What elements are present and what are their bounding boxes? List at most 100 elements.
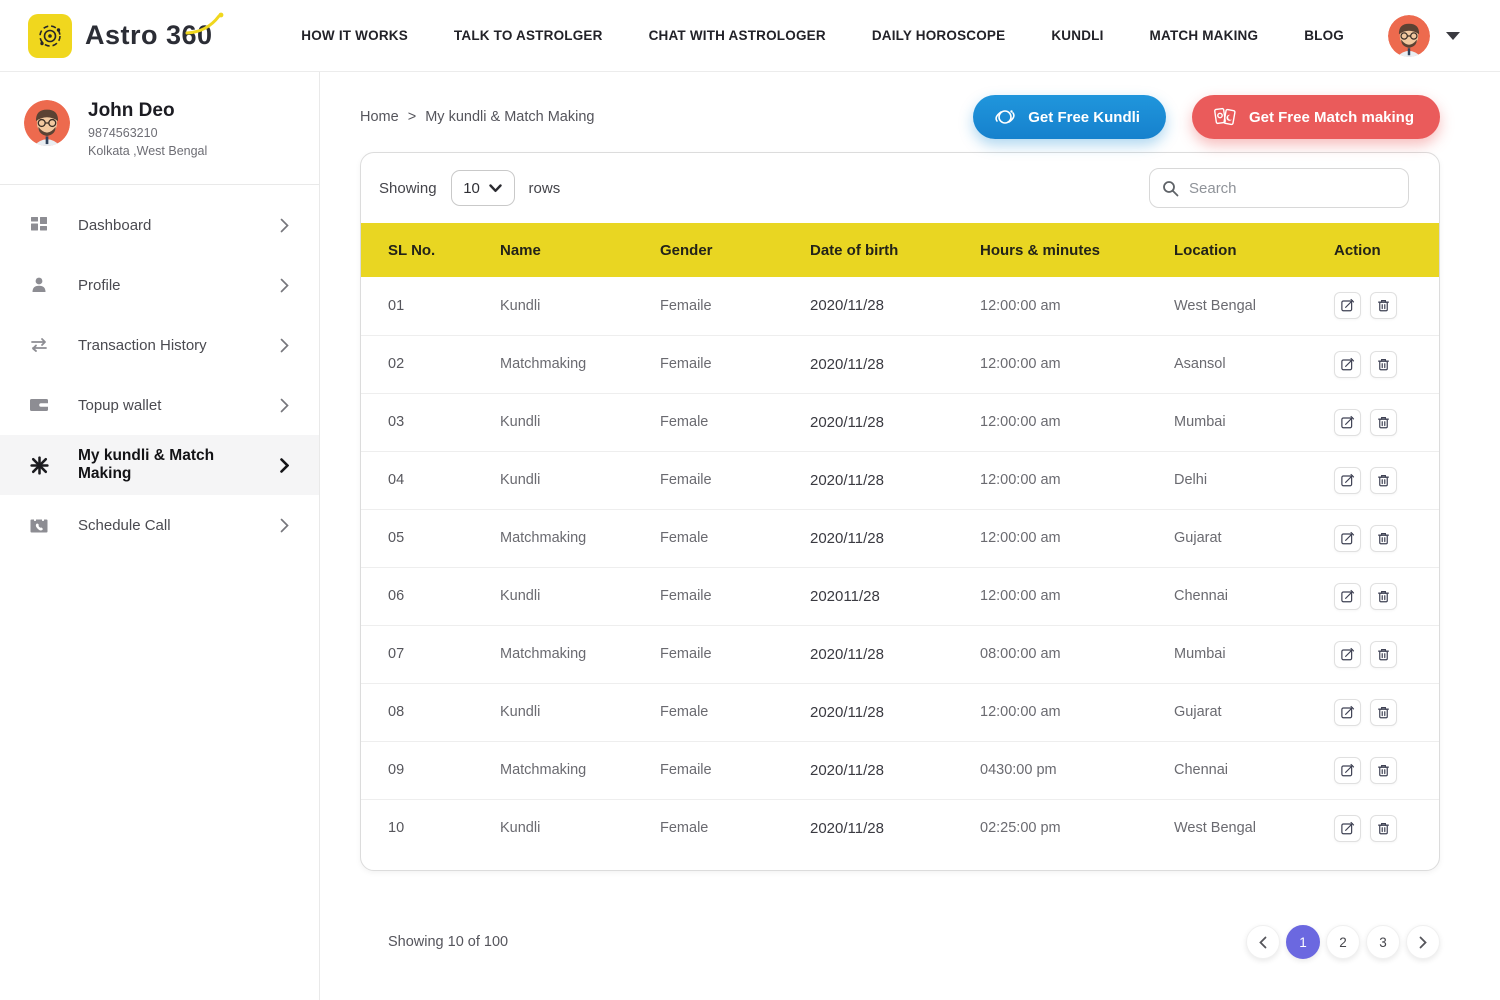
table-row: 09 Matchmaking Femaile 2020/11/28 0430:0… bbox=[361, 741, 1439, 799]
edit-button[interactable] bbox=[1334, 756, 1361, 784]
cell-location: West Bengal bbox=[1174, 820, 1256, 837]
cell-location: Mumbai bbox=[1174, 414, 1226, 430]
delete-button[interactable] bbox=[1370, 814, 1397, 842]
sidebar-item-schedule-call[interactable]: Schedule Call bbox=[0, 495, 319, 555]
profile-menu[interactable] bbox=[1388, 14, 1460, 57]
page-button-3[interactable]: 3 bbox=[1366, 925, 1400, 959]
delete-button[interactable] bbox=[1370, 582, 1397, 610]
delete-button[interactable] bbox=[1370, 408, 1397, 436]
sidebar-avatar bbox=[24, 100, 70, 146]
sidebar-profile: John Deo 9874563210 Kolkata ,West Bengal bbox=[0, 72, 319, 185]
search-icon bbox=[1163, 180, 1179, 196]
cell-dob: 202011/28 bbox=[810, 587, 880, 605]
edit-button[interactable] bbox=[1334, 408, 1361, 436]
sidebar-item-topup-wallet[interactable]: Topup wallet bbox=[0, 375, 319, 435]
planet-orbit-icon bbox=[993, 105, 1017, 129]
table-row: 03 Kundli Female 2020/11/28 12:00:00 am … bbox=[361, 393, 1439, 451]
nav-chat-with-astrologer[interactable]: CHAT WITH ASTROLOGER bbox=[648, 28, 826, 43]
search-input[interactable] bbox=[1189, 179, 1396, 197]
cell-sl: 10 bbox=[388, 820, 405, 837]
pager-prev-button[interactable] bbox=[1246, 925, 1280, 959]
cell-name: Matchmaking bbox=[500, 530, 587, 546]
sidebar-item-my-kundli-match-making[interactable]: My kundli & Match Making bbox=[0, 435, 319, 495]
edit-button[interactable] bbox=[1334, 524, 1361, 552]
pencil-square-icon bbox=[1341, 763, 1355, 776]
breadcrumb-home[interactable]: Home bbox=[360, 109, 399, 125]
col-gender: Gender bbox=[660, 241, 713, 259]
delete-button[interactable] bbox=[1370, 756, 1397, 784]
cell-gender: Female bbox=[660, 704, 709, 720]
nav-daily-horoscope[interactable]: DAILY HOROSCOPE bbox=[871, 28, 1006, 43]
delete-button[interactable] bbox=[1370, 292, 1397, 320]
dashboard-grid-icon bbox=[28, 215, 50, 235]
nav-match-making[interactable]: MATCH MAKING bbox=[1149, 28, 1259, 43]
trash-icon bbox=[1378, 764, 1389, 776]
delete-button[interactable] bbox=[1370, 350, 1397, 378]
edit-button[interactable] bbox=[1334, 814, 1361, 842]
delete-button[interactable] bbox=[1370, 466, 1397, 494]
cell-gender: Female bbox=[660, 414, 709, 430]
get-free-kundli-button[interactable]: Get Free Kundli bbox=[973, 95, 1166, 139]
pencil-square-icon bbox=[1341, 647, 1355, 660]
pager-next-button[interactable] bbox=[1406, 925, 1440, 959]
cell-location: West Bengal bbox=[1174, 297, 1256, 314]
edit-button[interactable] bbox=[1334, 640, 1361, 668]
sidebar-item-label: Topup wallet bbox=[78, 396, 162, 414]
cell-dob: 2020/11/28 bbox=[810, 413, 884, 431]
edit-button[interactable] bbox=[1334, 350, 1361, 378]
cell-gender: Female bbox=[660, 530, 709, 546]
transfer-arrows-icon bbox=[28, 335, 50, 355]
chevron-down-icon[interactable] bbox=[1446, 31, 1460, 40]
cell-name: Matchmaking bbox=[500, 646, 587, 662]
chevron-right-icon bbox=[280, 218, 289, 233]
cell-dob: 2020/11/28 bbox=[810, 703, 884, 721]
chevron-down-icon bbox=[489, 183, 502, 192]
edit-button[interactable] bbox=[1334, 466, 1361, 494]
cell-location: Gujarat bbox=[1174, 530, 1222, 546]
table-row: 06 Kundli Femaile 202011/28 12:00:00 am … bbox=[361, 567, 1439, 625]
sidebar-item-label: Profile bbox=[78, 276, 121, 294]
nav-kundli[interactable]: KUNDLI bbox=[1051, 28, 1104, 43]
sidebar-item-profile[interactable]: Profile bbox=[0, 255, 319, 315]
edit-button[interactable] bbox=[1334, 698, 1361, 726]
nav-talk-to-astrologer[interactable]: TALK TO ASTROLGER bbox=[453, 28, 603, 43]
nav-how-it-works[interactable]: HOW IT WORKS bbox=[301, 28, 408, 43]
rows-per-page-select[interactable]: 10 bbox=[450, 170, 515, 206]
cell-location: Gujarat bbox=[1174, 704, 1222, 720]
main-content: Home > My kundli & Match Making Get Free… bbox=[320, 72, 1500, 1000]
sidebar-menu: Dashboard Profile bbox=[0, 185, 319, 555]
cell-gender: Femaile bbox=[660, 356, 712, 372]
user-avatar[interactable] bbox=[1388, 14, 1430, 57]
brand-logo[interactable]: Astro 360 bbox=[28, 12, 223, 58]
showing-label: Showing bbox=[379, 179, 437, 197]
chevron-right-icon bbox=[280, 457, 289, 473]
get-free-match-making-button[interactable]: Get Free Match making bbox=[1191, 95, 1440, 139]
cell-name: Kundli bbox=[500, 588, 541, 604]
sidebar: John Deo 9874563210 Kolkata ,West Bengal… bbox=[0, 72, 320, 1000]
edit-button[interactable] bbox=[1334, 582, 1361, 610]
sidebar-item-transaction-history[interactable]: Transaction History bbox=[0, 315, 319, 375]
sidebar-item-label: Schedule Call bbox=[78, 516, 171, 534]
edit-button[interactable] bbox=[1334, 292, 1361, 320]
cell-name: Matchmaking bbox=[500, 762, 587, 778]
cell-sl: 01 bbox=[388, 297, 405, 314]
delete-button[interactable] bbox=[1370, 524, 1397, 552]
pagination: 1 2 3 bbox=[1246, 925, 1440, 959]
table-row: 05 Matchmaking Female 2020/11/28 12:00:0… bbox=[361, 509, 1439, 567]
cell-name: Matchmaking bbox=[500, 356, 587, 372]
page-button-2[interactable]: 2 bbox=[1326, 925, 1360, 959]
nav-blog[interactable]: BLOG bbox=[1304, 28, 1344, 43]
table-row: 02 Matchmaking Femaile 2020/11/28 12:00:… bbox=[361, 335, 1439, 393]
delete-button[interactable] bbox=[1370, 698, 1397, 726]
page-button-1[interactable]: 1 bbox=[1286, 925, 1320, 959]
cell-dob: 2020/11/28 bbox=[810, 645, 884, 663]
delete-button[interactable] bbox=[1370, 640, 1397, 668]
sidebar-item-dashboard[interactable]: Dashboard bbox=[0, 195, 319, 255]
col-dob: Date of birth bbox=[810, 241, 899, 259]
cell-gender: Female bbox=[660, 820, 709, 837]
cell-sl: 04 bbox=[388, 472, 405, 488]
cell-dob: 2020/11/28 bbox=[810, 297, 884, 315]
chevron-right-icon bbox=[280, 398, 289, 413]
cell-dob: 2020/11/28 bbox=[810, 355, 884, 373]
col-location: Location bbox=[1174, 241, 1237, 259]
